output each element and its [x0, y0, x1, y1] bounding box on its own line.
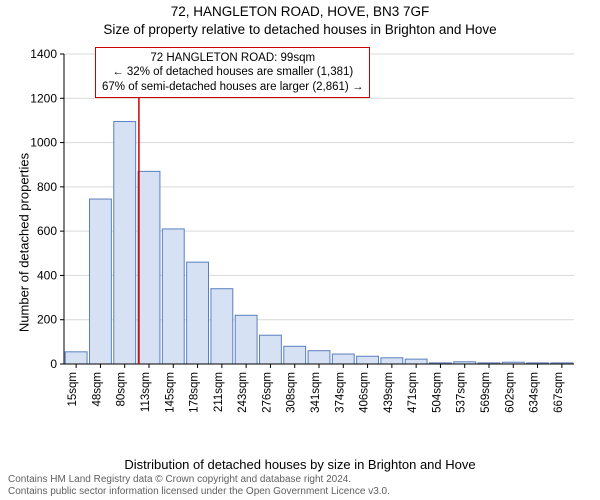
plot-area: 020040060080010001200140015sqm48sqm80sqm…: [64, 44, 584, 414]
bar: [65, 352, 87, 364]
footer: Contains HM Land Registry data © Crown c…: [8, 474, 390, 497]
bar: [332, 354, 354, 364]
y-axis-label: Number of detached properties: [17, 143, 32, 343]
svg-text:1200: 1200: [30, 91, 57, 105]
svg-text:341sqm: 341sqm: [310, 372, 322, 413]
infobox-line: 72 HANGLETON ROAD: 99sqm: [102, 51, 363, 65]
bar: [90, 199, 112, 364]
svg-text:400: 400: [37, 268, 57, 282]
bar: [211, 289, 233, 364]
bar: [284, 346, 306, 364]
svg-text:145sqm: 145sqm: [164, 372, 176, 413]
svg-text:80sqm: 80sqm: [116, 372, 128, 407]
chart-subtitle: Size of property relative to detached ho…: [0, 22, 600, 37]
svg-text:1400: 1400: [30, 47, 57, 61]
svg-text:113sqm: 113sqm: [140, 372, 152, 412]
svg-text:600: 600: [37, 224, 57, 238]
svg-text:800: 800: [37, 180, 57, 194]
svg-text:211sqm: 211sqm: [213, 372, 225, 412]
bar: [138, 171, 160, 364]
svg-text:200: 200: [37, 313, 57, 327]
svg-text:178sqm: 178sqm: [189, 372, 201, 413]
svg-text:308sqm: 308sqm: [286, 372, 298, 413]
svg-text:602sqm: 602sqm: [504, 372, 516, 413]
footer-line: Contains HM Land Registry data © Crown c…: [8, 474, 390, 486]
svg-text:537sqm: 537sqm: [456, 372, 468, 413]
plot-svg: 020040060080010001200140015sqm48sqm80sqm…: [64, 44, 584, 414]
svg-text:0: 0: [50, 357, 57, 371]
infobox-line: 67% of semi-detached houses are larger (…: [102, 80, 363, 94]
infobox-line: ← 32% of detached houses are smaller (1,…: [102, 65, 363, 79]
footer-line: Contains public sector information licen…: [8, 486, 390, 498]
svg-text:471sqm: 471sqm: [407, 372, 419, 413]
svg-text:569sqm: 569sqm: [480, 372, 492, 413]
svg-text:243sqm: 243sqm: [237, 372, 249, 413]
svg-text:15sqm: 15sqm: [67, 372, 79, 407]
bar: [405, 359, 427, 364]
bar: [357, 356, 379, 364]
svg-text:374sqm: 374sqm: [334, 372, 346, 413]
bar: [187, 262, 209, 364]
bar: [162, 229, 184, 364]
bar: [235, 315, 257, 364]
chart-container: 72, HANGLETON ROAD, HOVE, BN3 7GF Size o…: [0, 0, 600, 500]
svg-text:276sqm: 276sqm: [261, 372, 273, 413]
bar: [260, 335, 282, 364]
bar: [308, 351, 330, 364]
svg-text:48sqm: 48sqm: [91, 372, 103, 407]
svg-text:1000: 1000: [30, 136, 57, 150]
svg-text:667sqm: 667sqm: [553, 372, 565, 413]
svg-text:504sqm: 504sqm: [431, 372, 443, 413]
bar: [381, 358, 403, 364]
chart-title: 72, HANGLETON ROAD, HOVE, BN3 7GF: [0, 4, 600, 19]
marker-infobox: 72 HANGLETON ROAD: 99sqm ← 32% of detach…: [95, 47, 370, 98]
svg-text:406sqm: 406sqm: [359, 372, 371, 413]
x-axis-label: Distribution of detached houses by size …: [0, 457, 600, 472]
bar: [114, 122, 136, 364]
svg-text:634sqm: 634sqm: [529, 372, 541, 413]
svg-text:439sqm: 439sqm: [383, 372, 395, 413]
